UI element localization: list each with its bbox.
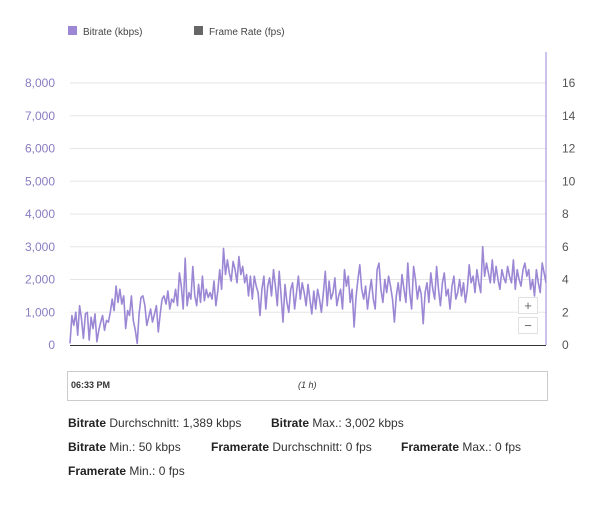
y-left-tick-label: 8,000 <box>25 76 55 90</box>
y-left-tick-label: 3,000 <box>25 240 55 254</box>
zoom-in-button[interactable]: + <box>518 297 538 314</box>
zoom-out-button[interactable]: − <box>518 317 538 334</box>
y-right-tick-label: 10 <box>562 174 576 188</box>
stat-label: Framerate <box>211 440 270 454</box>
bitrate-chart: Bitrate (kbps) Frame Rate (fps) 0 1,000 2,… <box>25 26 576 352</box>
y-right-tick-label: 16 <box>562 76 576 90</box>
legend-label-bitrate: Bitrate (kbps) <box>83 27 142 38</box>
legend-item-framerate[interactable]: Frame Rate (fps) <box>194 26 285 38</box>
y-right-tick-label: 14 <box>562 109 576 123</box>
stat-value: Max.: 3,002 kbps <box>309 416 404 430</box>
y-left-tick-label: 0 <box>48 338 55 352</box>
y-left-tick-label: 4,000 <box>25 207 55 221</box>
stat-value: Durchschnitt: 0 fps <box>269 440 372 454</box>
navigator-range: (1 h) <box>298 380 317 390</box>
y-left-tick-label: 1,000 <box>25 305 55 319</box>
stat-value: Durchschnitt: 1,389 kbps <box>106 416 242 430</box>
navigator-start-time: 06:33 PM <box>71 380 111 390</box>
stat-label: Bitrate <box>271 416 310 430</box>
legend-item-bitrate[interactable]: Bitrate (kbps) <box>68 26 142 38</box>
y-right-tick-label: 4 <box>562 273 569 287</box>
grid-lines <box>70 82 546 313</box>
stat-label: Framerate <box>401 440 460 454</box>
stat-label: Bitrate <box>68 416 107 430</box>
stat-bitrate-avg: Bitrate Durchschnitt: 1,389 kbps <box>68 416 241 430</box>
y-left-tick-label: 5,000 <box>25 174 55 188</box>
legend-swatch-framerate <box>194 26 203 35</box>
y-right-tick-label: 8 <box>562 207 569 221</box>
legend-swatch-bitrate <box>68 26 77 35</box>
y-axis-left: 0 1,000 2,000 3,000 4,000 5,000 6,000 7,000 8,00… <box>25 76 55 352</box>
y-left-tick-label: 2,000 <box>25 273 55 287</box>
stat-label: Bitrate <box>68 440 107 454</box>
stat-bitrate-max: Bitrate Max.: 3,002 kbps <box>271 416 404 430</box>
legend-label-framerate: Frame Rate (fps) <box>209 27 285 38</box>
time-navigator[interactable]: 06:33 PM (1 h) <box>67 371 548 401</box>
y-left-tick-label: 7,000 <box>25 109 55 123</box>
stat-value: Min.: 50 kbps <box>106 440 181 454</box>
stat-framerate-min: Framerate Min.: 0 fps <box>68 464 185 478</box>
y-right-tick-label: 0 <box>562 338 569 352</box>
y-right-tick-label: 6 <box>562 240 569 254</box>
y-right-tick-label: 2 <box>562 305 569 319</box>
y-axis-right: 0 2 4 6 8 10 12 14 16 <box>562 76 576 352</box>
y-left-tick-label: 6,000 <box>25 142 55 156</box>
legend: Bitrate (kbps) Frame Rate (fps) <box>68 26 285 38</box>
stat-value: Max.: 0 fps <box>459 440 522 454</box>
y-right-tick-label: 12 <box>562 142 576 156</box>
series-line-bitrate <box>69 245 547 345</box>
stat-label: Framerate <box>68 464 127 478</box>
stat-framerate-max: Framerate Max.: 0 fps <box>401 440 521 454</box>
stat-framerate-avg: Framerate Durchschnitt: 0 fps <box>211 440 372 454</box>
stat-value: Min.: 0 fps <box>126 464 185 478</box>
stat-bitrate-min: Bitrate Min.: 50 kbps <box>68 440 181 454</box>
